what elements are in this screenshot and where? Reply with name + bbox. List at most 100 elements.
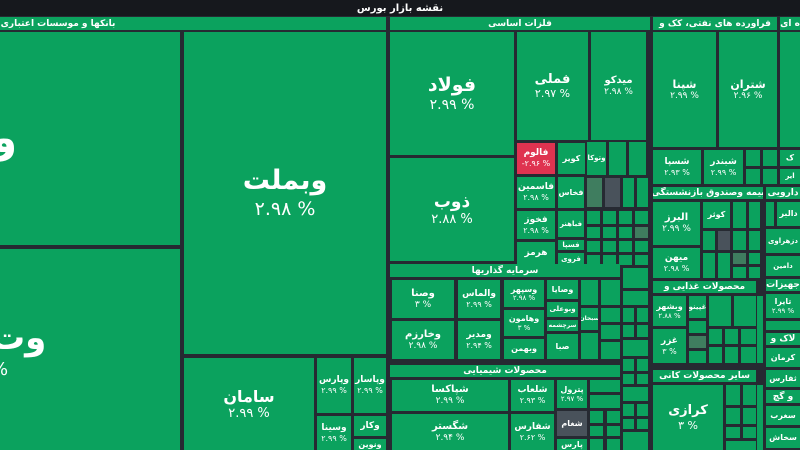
tile-mid-strip-14-anon[interactable]: [623, 419, 634, 429]
tile-metals-29-anon[interactable]: [603, 241, 616, 252]
tile-edge-strip-1-anon[interactable]: [757, 385, 763, 450]
tile-insurance-1[interactable]: میهن ۲.۹۸ %: [653, 248, 700, 278]
tile-food-5-anon[interactable]: [689, 321, 706, 333]
tile-investments-16-anon[interactable]: [601, 342, 620, 359]
tile-mid-strip-1-anon[interactable]: [623, 291, 648, 305]
tile-mid-strip-3-anon[interactable]: [637, 308, 648, 322]
tile-right-top-2[interactable]: ایر: [780, 169, 800, 184]
tile-insurance-0[interactable]: البرز ۲.۹۹ %: [653, 202, 700, 245]
tile-metals-21-anon[interactable]: [603, 211, 616, 224]
tile-banks-4[interactable]: وپارس ۲.۹۹ %: [317, 358, 351, 413]
tile-minerals-3-anon[interactable]: [726, 408, 740, 424]
tile-mid-strip-9-anon[interactable]: [623, 374, 634, 384]
tile-metals-10[interactable]: فخاس: [558, 177, 584, 208]
tile-insurance-14-anon[interactable]: [749, 267, 760, 278]
tile-investments-2[interactable]: وخارزم ۲.۹۸ %: [392, 321, 454, 359]
tile-metals-6[interactable]: وتوکا: [587, 142, 606, 175]
tile-chemicals-14-anon[interactable]: [607, 439, 620, 450]
tile-metals-32-anon[interactable]: [587, 255, 600, 265]
tile-investments-6[interactable]: وبهمن: [504, 339, 544, 359]
tile-banks-2[interactable]: وبملت ۲.۹۸ %: [184, 32, 386, 354]
tile-chemicals-1[interactable]: شگستر ۲.۹۴ %: [392, 414, 508, 450]
tile-right-top-0-anon[interactable]: [780, 32, 800, 147]
tile-banks-5[interactable]: وپاسار ۲.۹۹ %: [354, 358, 386, 413]
tile-chemicals-9-anon[interactable]: [590, 411, 603, 423]
tile-metals-24-anon[interactable]: [587, 227, 600, 238]
tile-metals-25-anon[interactable]: [603, 227, 616, 238]
tile-insurance-10-anon[interactable]: [718, 253, 730, 278]
tile-insurance-4-anon[interactable]: [749, 202, 760, 228]
tile-pharma-2[interactable]: دزهراوی: [766, 229, 800, 253]
tile-mid-strip-8-anon[interactable]: [637, 359, 648, 371]
tile-food-6-anon[interactable]: [689, 336, 706, 348]
tile-banks-3[interactable]: سامان ۲.۹۹ %: [184, 358, 314, 450]
tile-food-3-anon[interactable]: [734, 296, 756, 326]
tile-chemicals-10-anon[interactable]: [607, 411, 620, 423]
tile-insurance-5-anon[interactable]: [703, 231, 715, 250]
tile-metals-17[interactable]: هرمز: [517, 242, 555, 265]
tile-edge-strip-0-anon[interactable]: [757, 296, 763, 363]
tile-mid-strip-7-anon[interactable]: [623, 359, 634, 371]
tile-insurance-13-anon[interactable]: [733, 267, 746, 278]
tile-food-13-anon[interactable]: [741, 347, 756, 363]
tile-minerals-4-anon[interactable]: [743, 408, 756, 424]
tile-chemicals-3[interactable]: شفارس ۲.۶۲ %: [511, 414, 554, 450]
tile-metals-35-anon[interactable]: [635, 255, 648, 265]
tile-insurance-11-anon[interactable]: [733, 253, 746, 264]
tile-pharma-0-anon[interactable]: [766, 202, 774, 226]
tile-insurance-3-anon[interactable]: [733, 202, 746, 228]
tile-chemicals-6[interactable]: پارس: [557, 439, 587, 450]
tile-chemicals-5[interactable]: شغام: [557, 411, 587, 436]
tile-metals-13-anon[interactable]: [623, 178, 634, 207]
tile-food-1[interactable]: غپینو: [689, 296, 706, 318]
tile-metals-27-anon[interactable]: [635, 227, 648, 238]
tile-food-10-anon[interactable]: [741, 329, 756, 344]
tile-oil-2[interactable]: شسپا ۲.۹۳ %: [653, 150, 701, 184]
tile-metals-30-anon[interactable]: [619, 241, 632, 252]
tile-insurance-6-anon[interactable]: [718, 231, 730, 250]
tile-metals-19[interactable]: فروی: [558, 253, 584, 265]
tile-right-top-1[interactable]: ک: [780, 150, 800, 166]
tile-investments-1[interactable]: والماس ۲.۹۹ %: [458, 280, 500, 318]
tile-metals-1[interactable]: فملی ۲.۹۷ %: [517, 32, 588, 140]
tile-cement-1[interactable]: سخاش: [766, 428, 800, 448]
tile-metals-0[interactable]: فولاد ۲.۹۹ %: [390, 32, 514, 155]
tile-mid-strip-4-anon[interactable]: [623, 325, 634, 337]
tile-insurance-9-anon[interactable]: [703, 253, 715, 278]
tile-metals-16[interactable]: فباهنر: [558, 211, 584, 237]
tile-food-0[interactable]: وبشهر ۲.۸۸ %: [653, 296, 686, 326]
tile-metals-23-anon[interactable]: [635, 211, 648, 224]
tile-food-2-anon[interactable]: [709, 296, 731, 326]
tile-oil-7-anon[interactable]: [763, 169, 777, 184]
tile-mid-strip-10-anon[interactable]: [637, 374, 648, 384]
tile-realestate-0[interactable]: کرمان: [766, 348, 800, 367]
tile-investments-7[interactable]: وصایا: [547, 280, 578, 299]
tile-insurance-2[interactable]: کوثر: [703, 202, 730, 228]
tile-food-8-anon[interactable]: [709, 329, 722, 344]
tile-realestate-1[interactable]: ثفارس: [766, 370, 800, 387]
tile-investments-17-anon[interactable]: [581, 333, 598, 359]
tile-minerals-1-anon[interactable]: [726, 385, 740, 405]
tile-metals-5[interactable]: کویر: [558, 143, 585, 174]
tile-pharma-3[interactable]: دامین: [766, 256, 800, 276]
tile-metals-34-anon[interactable]: [619, 255, 632, 265]
tile-mid-strip-6-anon[interactable]: [623, 340, 648, 356]
tile-investments-3[interactable]: ومدیر ۲.۹۴ %: [458, 321, 500, 359]
tile-chemicals-2[interactable]: شلعاب ۲.۹۳ %: [511, 380, 554, 411]
tile-minerals-2-anon[interactable]: [743, 385, 756, 405]
tile-investments-5[interactable]: وهامون ۳ %: [504, 310, 544, 336]
tile-mid-strip-16-anon[interactable]: [623, 432, 648, 450]
tile-metals-2[interactable]: میدکو ۲.۹۸ %: [591, 32, 646, 140]
tile-investments-12-anon[interactable]: [581, 280, 598, 305]
tile-metals-26-anon[interactable]: [619, 227, 632, 238]
tile-metals-8-anon[interactable]: [629, 142, 646, 175]
tile-oil-3[interactable]: شبندر ۲.۹۹ %: [704, 150, 743, 184]
tile-mid-strip-11-anon[interactable]: [623, 387, 648, 401]
tile-metals-12-anon[interactable]: [605, 178, 620, 207]
tile-investments-4[interactable]: وسپهر ۲.۹۸ %: [504, 280, 544, 307]
tile-metals-7-anon[interactable]: [609, 142, 626, 175]
tile-mid-strip-15-anon[interactable]: [637, 419, 648, 429]
tile-mid-strip-5-anon[interactable]: [637, 325, 648, 337]
tile-metals-28-anon[interactable]: [587, 241, 600, 252]
tile-oil-6-anon[interactable]: [746, 169, 760, 184]
